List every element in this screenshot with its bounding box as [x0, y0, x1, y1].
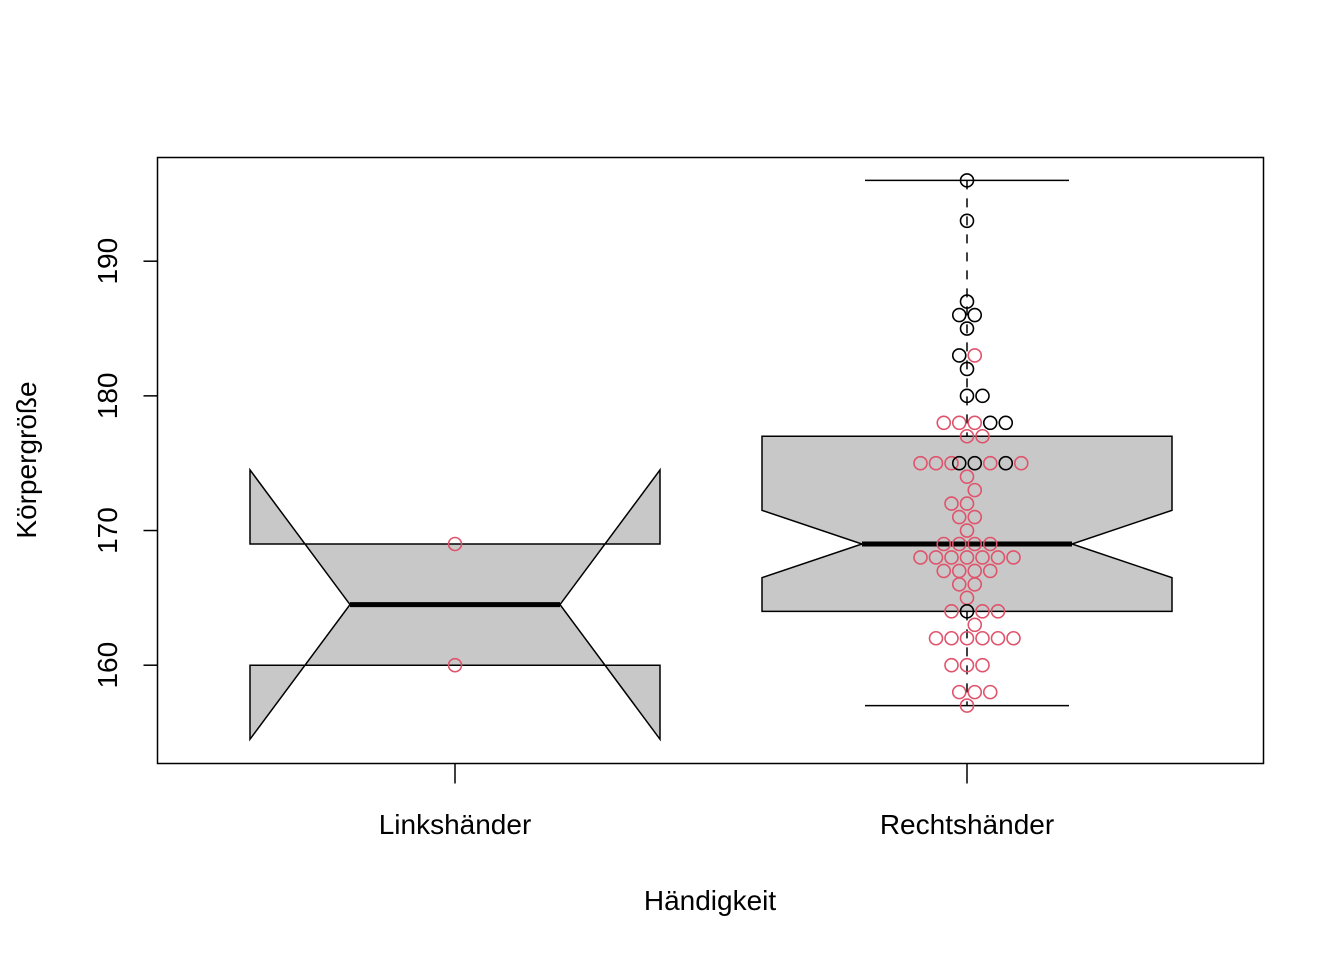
- data-point: [928, 630, 944, 646]
- data-point: [951, 509, 967, 525]
- y-tick-label: 170: [92, 507, 123, 554]
- data-point: [975, 428, 990, 444]
- data-point: [944, 496, 959, 511]
- points-layer: [447, 173, 1029, 713]
- data-point: [447, 657, 463, 673]
- data-point: [951, 307, 967, 323]
- y-axis-label: Körpergröße: [11, 381, 42, 538]
- data-point: [944, 604, 959, 619]
- y-tick-label: 180: [92, 373, 123, 420]
- data-point: [982, 563, 998, 579]
- data-point: [959, 698, 975, 713]
- data-point: [975, 388, 990, 404]
- data-point: [959, 388, 975, 404]
- data-point: [982, 684, 998, 700]
- data-point: [959, 321, 975, 336]
- data-point: [967, 307, 983, 323]
- data-point: [951, 577, 967, 592]
- data-point: [936, 415, 952, 431]
- data-point: [990, 604, 1006, 619]
- data-point: [990, 550, 1006, 565]
- data-point: [998, 415, 1014, 431]
- x-tick-label: Rechtshänder: [880, 809, 1054, 840]
- data-point: [959, 604, 975, 619]
- data-point: [928, 455, 944, 471]
- data-point: [990, 630, 1006, 646]
- data-point: [951, 684, 967, 700]
- data-point: [1006, 630, 1021, 646]
- x-tick-label: Linkshänder: [379, 809, 532, 840]
- data-point: [944, 657, 959, 673]
- data-point: [959, 294, 975, 309]
- data-point: [936, 563, 952, 579]
- data-point: [944, 630, 959, 646]
- data-point: [967, 509, 983, 525]
- data-point: [951, 348, 967, 363]
- plot-frame: [156, 156, 1265, 765]
- x-axis: Linkshänder Rechtshänder: [379, 763, 1054, 840]
- y-tick-label: 190: [92, 238, 123, 285]
- data-point: [975, 630, 990, 646]
- data-point: [975, 657, 990, 673]
- data-point: [959, 361, 975, 377]
- data-point: [959, 630, 975, 646]
- data-point: [447, 536, 463, 552]
- data-point: [967, 455, 983, 471]
- data-point: [928, 550, 944, 565]
- y-tick-label: 160: [92, 642, 123, 689]
- data-point: [959, 213, 975, 229]
- data-point: [951, 536, 967, 552]
- data-point: [967, 617, 983, 633]
- data-point: [998, 455, 1014, 471]
- data-point: [959, 657, 975, 673]
- data-point: [959, 550, 975, 565]
- data-point: [967, 348, 983, 363]
- data-point: [959, 173, 975, 188]
- data-point: [967, 415, 983, 431]
- data-point: [967, 577, 983, 592]
- data-point: [959, 496, 975, 511]
- data-point: [967, 684, 983, 700]
- data-point: [936, 536, 952, 552]
- data-point: [944, 455, 959, 471]
- data-point: [975, 604, 990, 619]
- data-point: [913, 455, 928, 471]
- data-point: [982, 415, 998, 431]
- data-point: [982, 536, 998, 552]
- data-point: [951, 415, 967, 431]
- data-point: [967, 536, 983, 552]
- y-axis: 160 170 180 190: [92, 238, 158, 689]
- data-point: [944, 550, 959, 565]
- data-point: [975, 550, 990, 565]
- data-point: [967, 482, 983, 498]
- data-point: [913, 550, 928, 565]
- data-point: [959, 469, 975, 484]
- data-point: [959, 428, 975, 444]
- box-layer: [249, 179, 1173, 742]
- data-point: [951, 455, 967, 471]
- x-axis-label: Händigkeit: [644, 885, 777, 916]
- data-point: [959, 523, 975, 538]
- data-point: [1013, 455, 1029, 471]
- data-point: [982, 455, 998, 471]
- data-point: [1006, 550, 1021, 565]
